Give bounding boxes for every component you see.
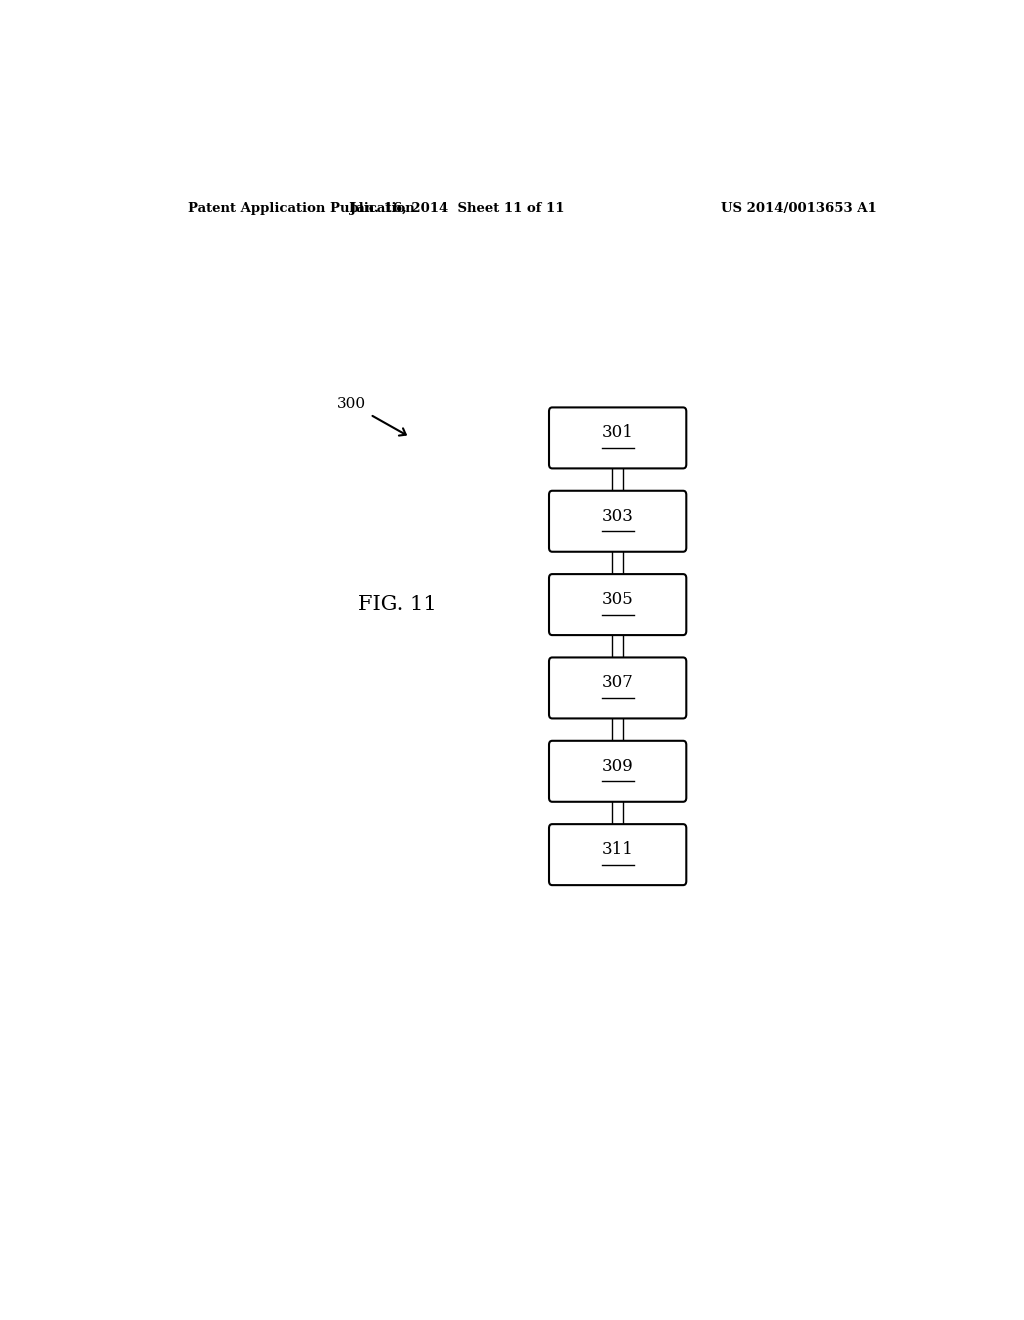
Text: 303: 303 [602, 508, 634, 524]
Text: 301: 301 [602, 424, 634, 441]
Text: FIG. 11: FIG. 11 [358, 595, 437, 614]
Text: Jan. 16, 2014  Sheet 11 of 11: Jan. 16, 2014 Sheet 11 of 11 [350, 202, 564, 215]
Text: 307: 307 [602, 675, 634, 692]
Text: Patent Application Publication: Patent Application Publication [187, 202, 415, 215]
Bar [612, 631, 624, 661]
Bar [612, 714, 624, 744]
Bar [612, 797, 624, 828]
Bar [612, 465, 624, 495]
FancyBboxPatch shape [549, 741, 686, 801]
FancyBboxPatch shape [549, 824, 686, 886]
FancyBboxPatch shape [549, 574, 686, 635]
Text: 311: 311 [602, 841, 634, 858]
FancyBboxPatch shape [549, 408, 686, 469]
FancyBboxPatch shape [549, 657, 686, 718]
FancyBboxPatch shape [549, 491, 686, 552]
Bar [612, 548, 624, 578]
Text: 305: 305 [602, 591, 634, 609]
Text: 300: 300 [337, 397, 366, 412]
Text: US 2014/0013653 A1: US 2014/0013653 A1 [721, 202, 877, 215]
Text: 309: 309 [602, 758, 634, 775]
